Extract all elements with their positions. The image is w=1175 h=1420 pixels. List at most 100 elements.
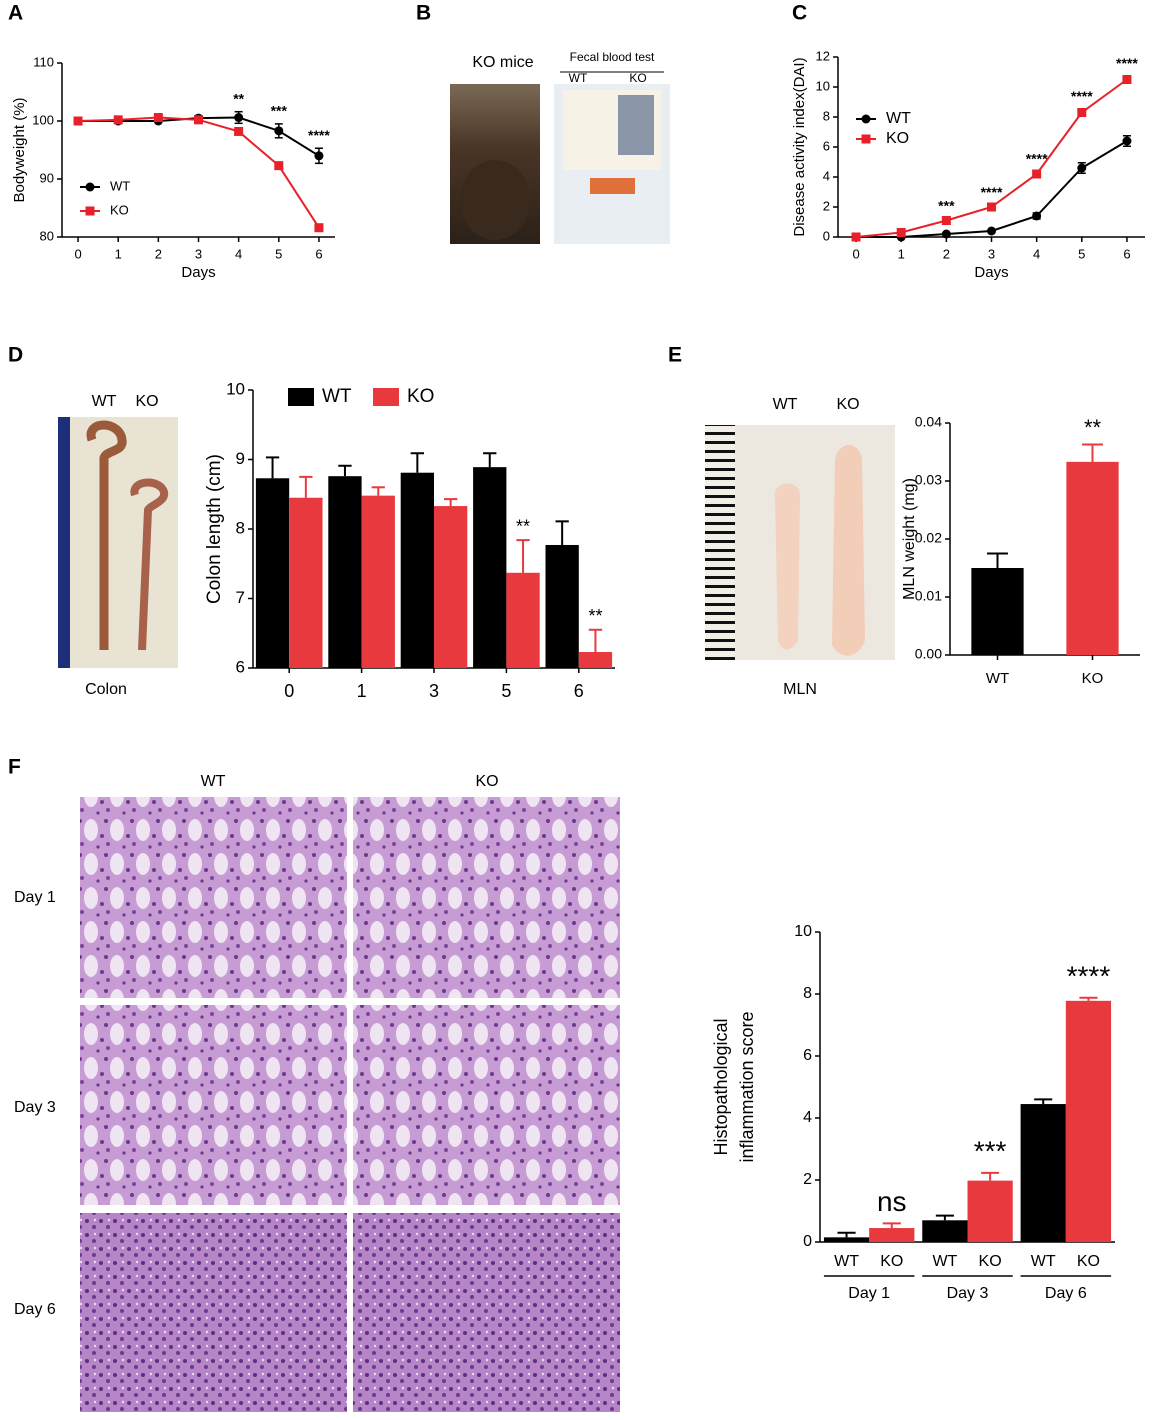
panel-label: F <box>8 756 21 779</box>
column-label: WT <box>201 773 226 790</box>
x-tick-label: 3 <box>988 246 995 261</box>
y-tick-label: 8 <box>236 518 245 537</box>
row-label: Day 3 <box>14 1099 56 1116</box>
histology-image <box>80 1213 347 1412</box>
x-tick-label: 3 <box>195 246 202 261</box>
marker <box>1077 108 1087 117</box>
marker <box>1032 211 1042 221</box>
blood-spot <box>618 95 654 155</box>
x-tick-label: 0 <box>852 246 859 261</box>
marker <box>234 113 244 123</box>
column-label: KO <box>475 773 498 790</box>
y-axis-label: Histopathological <box>711 1018 731 1155</box>
y-tick-label: 4 <box>823 168 830 183</box>
x-tick-label: 5 <box>1078 246 1085 261</box>
marker <box>941 229 951 239</box>
photo-label: KO <box>135 393 158 410</box>
panel-label: A <box>8 2 23 25</box>
bar-label: KO <box>979 1253 1002 1270</box>
legend-marker <box>861 134 871 144</box>
y-tick-label: 0.01 <box>915 588 942 604</box>
y-tick-label: 8 <box>803 985 812 1002</box>
marker <box>194 115 203 125</box>
y-tick-label: 10 <box>226 379 245 398</box>
marker <box>314 223 324 233</box>
photo-label: KO mice <box>472 54 533 71</box>
legend-label: WT <box>886 110 911 127</box>
x-tick-label: 5 <box>275 246 282 261</box>
bar <box>545 544 579 668</box>
marker <box>274 126 284 136</box>
y-tick-label: 80 <box>40 228 54 243</box>
bar <box>823 1237 870 1242</box>
marker <box>314 151 324 161</box>
y-axis-label: MLN weight (mg) <box>901 478 918 600</box>
y-axis-label: Disease activity index(DAI) <box>791 57 808 236</box>
marker <box>1122 136 1132 146</box>
y-tick-label: 4 <box>803 1109 812 1126</box>
y-tick-label: 8 <box>823 108 830 123</box>
y-tick-label: 12 <box>816 48 830 63</box>
legend-marker <box>85 182 95 192</box>
x-tick-label: Day 1 <box>848 1285 890 1302</box>
x-axis-label: Days <box>181 264 215 281</box>
significance-label: ** <box>233 90 244 106</box>
y-axis-label: Colon length (cm) <box>204 454 225 604</box>
significance-label: **** <box>1067 961 1111 992</box>
bar <box>361 495 395 668</box>
mouse-body <box>460 160 530 240</box>
bar <box>869 1228 915 1242</box>
photo-caption: Colon <box>85 681 127 698</box>
bar-label: WT <box>1031 1253 1056 1270</box>
legend-label: KO <box>110 202 129 217</box>
x-tick-label: 1 <box>357 681 367 701</box>
y-tick-label: 0 <box>823 228 830 243</box>
histology-image <box>353 797 620 998</box>
y-tick-label: 10 <box>794 923 812 940</box>
y-tick-label: 0 <box>803 1233 812 1250</box>
marker <box>896 228 906 237</box>
histology-image <box>353 1213 620 1412</box>
legend-marker <box>861 114 871 124</box>
bar <box>1065 1000 1112 1242</box>
y-tick-label: 10 <box>816 78 830 93</box>
legend-label: KO <box>407 386 434 407</box>
marker <box>1077 163 1087 173</box>
x-tick-label: 2 <box>155 246 162 261</box>
y-tick-label: 7 <box>236 588 245 607</box>
significance-label: ** <box>1084 415 1102 440</box>
bar <box>255 478 290 668</box>
panel-label: C <box>792 2 807 25</box>
colon-wt <box>86 420 127 650</box>
histology-image <box>80 797 347 998</box>
x-tick-label: 6 <box>574 681 584 701</box>
legend-swatch <box>373 388 399 406</box>
marker <box>987 226 996 236</box>
colon-ko <box>130 478 169 651</box>
row-label: Day 1 <box>14 889 56 906</box>
significance-label: **** <box>1116 55 1138 71</box>
significance-label: **** <box>1026 150 1048 166</box>
y-tick-label: 0.03 <box>915 472 942 488</box>
marker <box>941 216 951 225</box>
y-tick-label: 2 <box>823 198 830 213</box>
bar-label: KO <box>880 1253 903 1270</box>
ruler-strip <box>58 417 70 668</box>
x-tick-label: Day 6 <box>1045 1285 1087 1302</box>
marker <box>234 126 244 136</box>
panel-label: B <box>416 2 431 25</box>
y-tick-label: 2 <box>803 1171 812 1188</box>
y-tick-label: 6 <box>803 1047 812 1064</box>
bar-label: KO <box>1077 1253 1100 1270</box>
bar <box>971 568 1024 655</box>
y-tick-label: 90 <box>40 170 54 185</box>
marker <box>113 115 123 125</box>
x-tick-label: 0 <box>284 681 294 701</box>
x-tick-label: 5 <box>501 681 511 701</box>
colon-photo <box>58 417 178 668</box>
mln-ko <box>832 445 865 656</box>
x-tick-label: WT <box>986 670 1009 687</box>
x-tick-label: 6 <box>315 246 322 261</box>
x-axis-label: Days <box>974 264 1008 281</box>
photo-label: WT <box>569 71 588 85</box>
